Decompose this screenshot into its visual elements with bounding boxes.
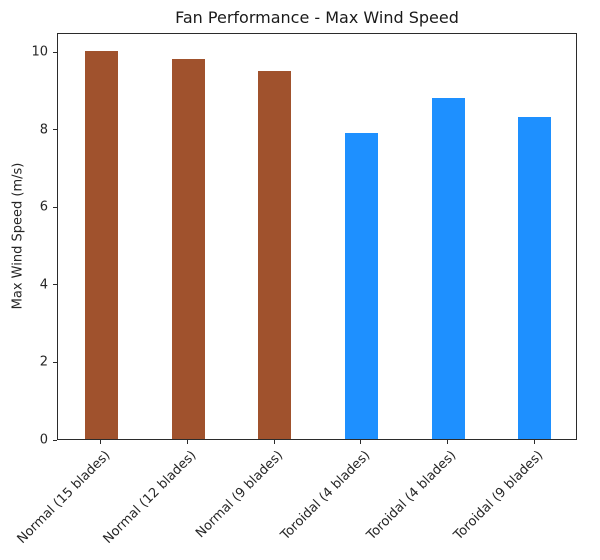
x-tick-mark <box>187 440 188 444</box>
bar-toroidal-4-blades-4 <box>431 97 465 439</box>
x-tick-mark <box>360 440 362 444</box>
x-tick-label: Normal (12 blades) <box>100 448 200 547</box>
bar-toroidal-9-blades-5 <box>518 117 552 439</box>
x-tick-label: Normal (15 blades) <box>14 448 113 547</box>
x-tick-mark <box>447 440 448 444</box>
chart-title: Fan Performance - Max Wind Speed <box>175 8 459 27</box>
bar-normal-9-blades-2 <box>258 70 292 439</box>
y-tick-label: 0 <box>39 432 48 448</box>
x-tick-mark <box>100 440 102 444</box>
x-tick-label: Toroidal (9 blades) <box>451 448 547 544</box>
y-tick-mark <box>53 284 57 286</box>
bar-toroidal-4-blades-3 <box>344 132 378 439</box>
y-tick-label: 10 <box>31 44 48 60</box>
x-tick-mark <box>533 440 535 444</box>
y-tick-mark <box>53 129 57 131</box>
y-tick-label: 8 <box>39 122 48 138</box>
y-tick-mark <box>53 439 57 441</box>
x-tick-label: Toroidal (4 blades) <box>364 448 460 544</box>
plot-area <box>57 33 577 440</box>
bar-normal-15-blades-0 <box>84 51 118 439</box>
y-tick-label: 6 <box>39 199 48 215</box>
x-tick-label: Toroidal (4 blades) <box>277 448 373 544</box>
y-tick-label: 4 <box>39 277 48 293</box>
y-tick-mark <box>53 361 57 363</box>
y-tick-mark <box>53 51 57 53</box>
x-tick-mark <box>273 440 275 444</box>
y-tick-mark <box>53 206 57 208</box>
y-tick-label: 2 <box>39 354 48 370</box>
x-tick-label: Normal (9 blades) <box>193 448 287 542</box>
bar-normal-12-blades-1 <box>171 59 205 439</box>
